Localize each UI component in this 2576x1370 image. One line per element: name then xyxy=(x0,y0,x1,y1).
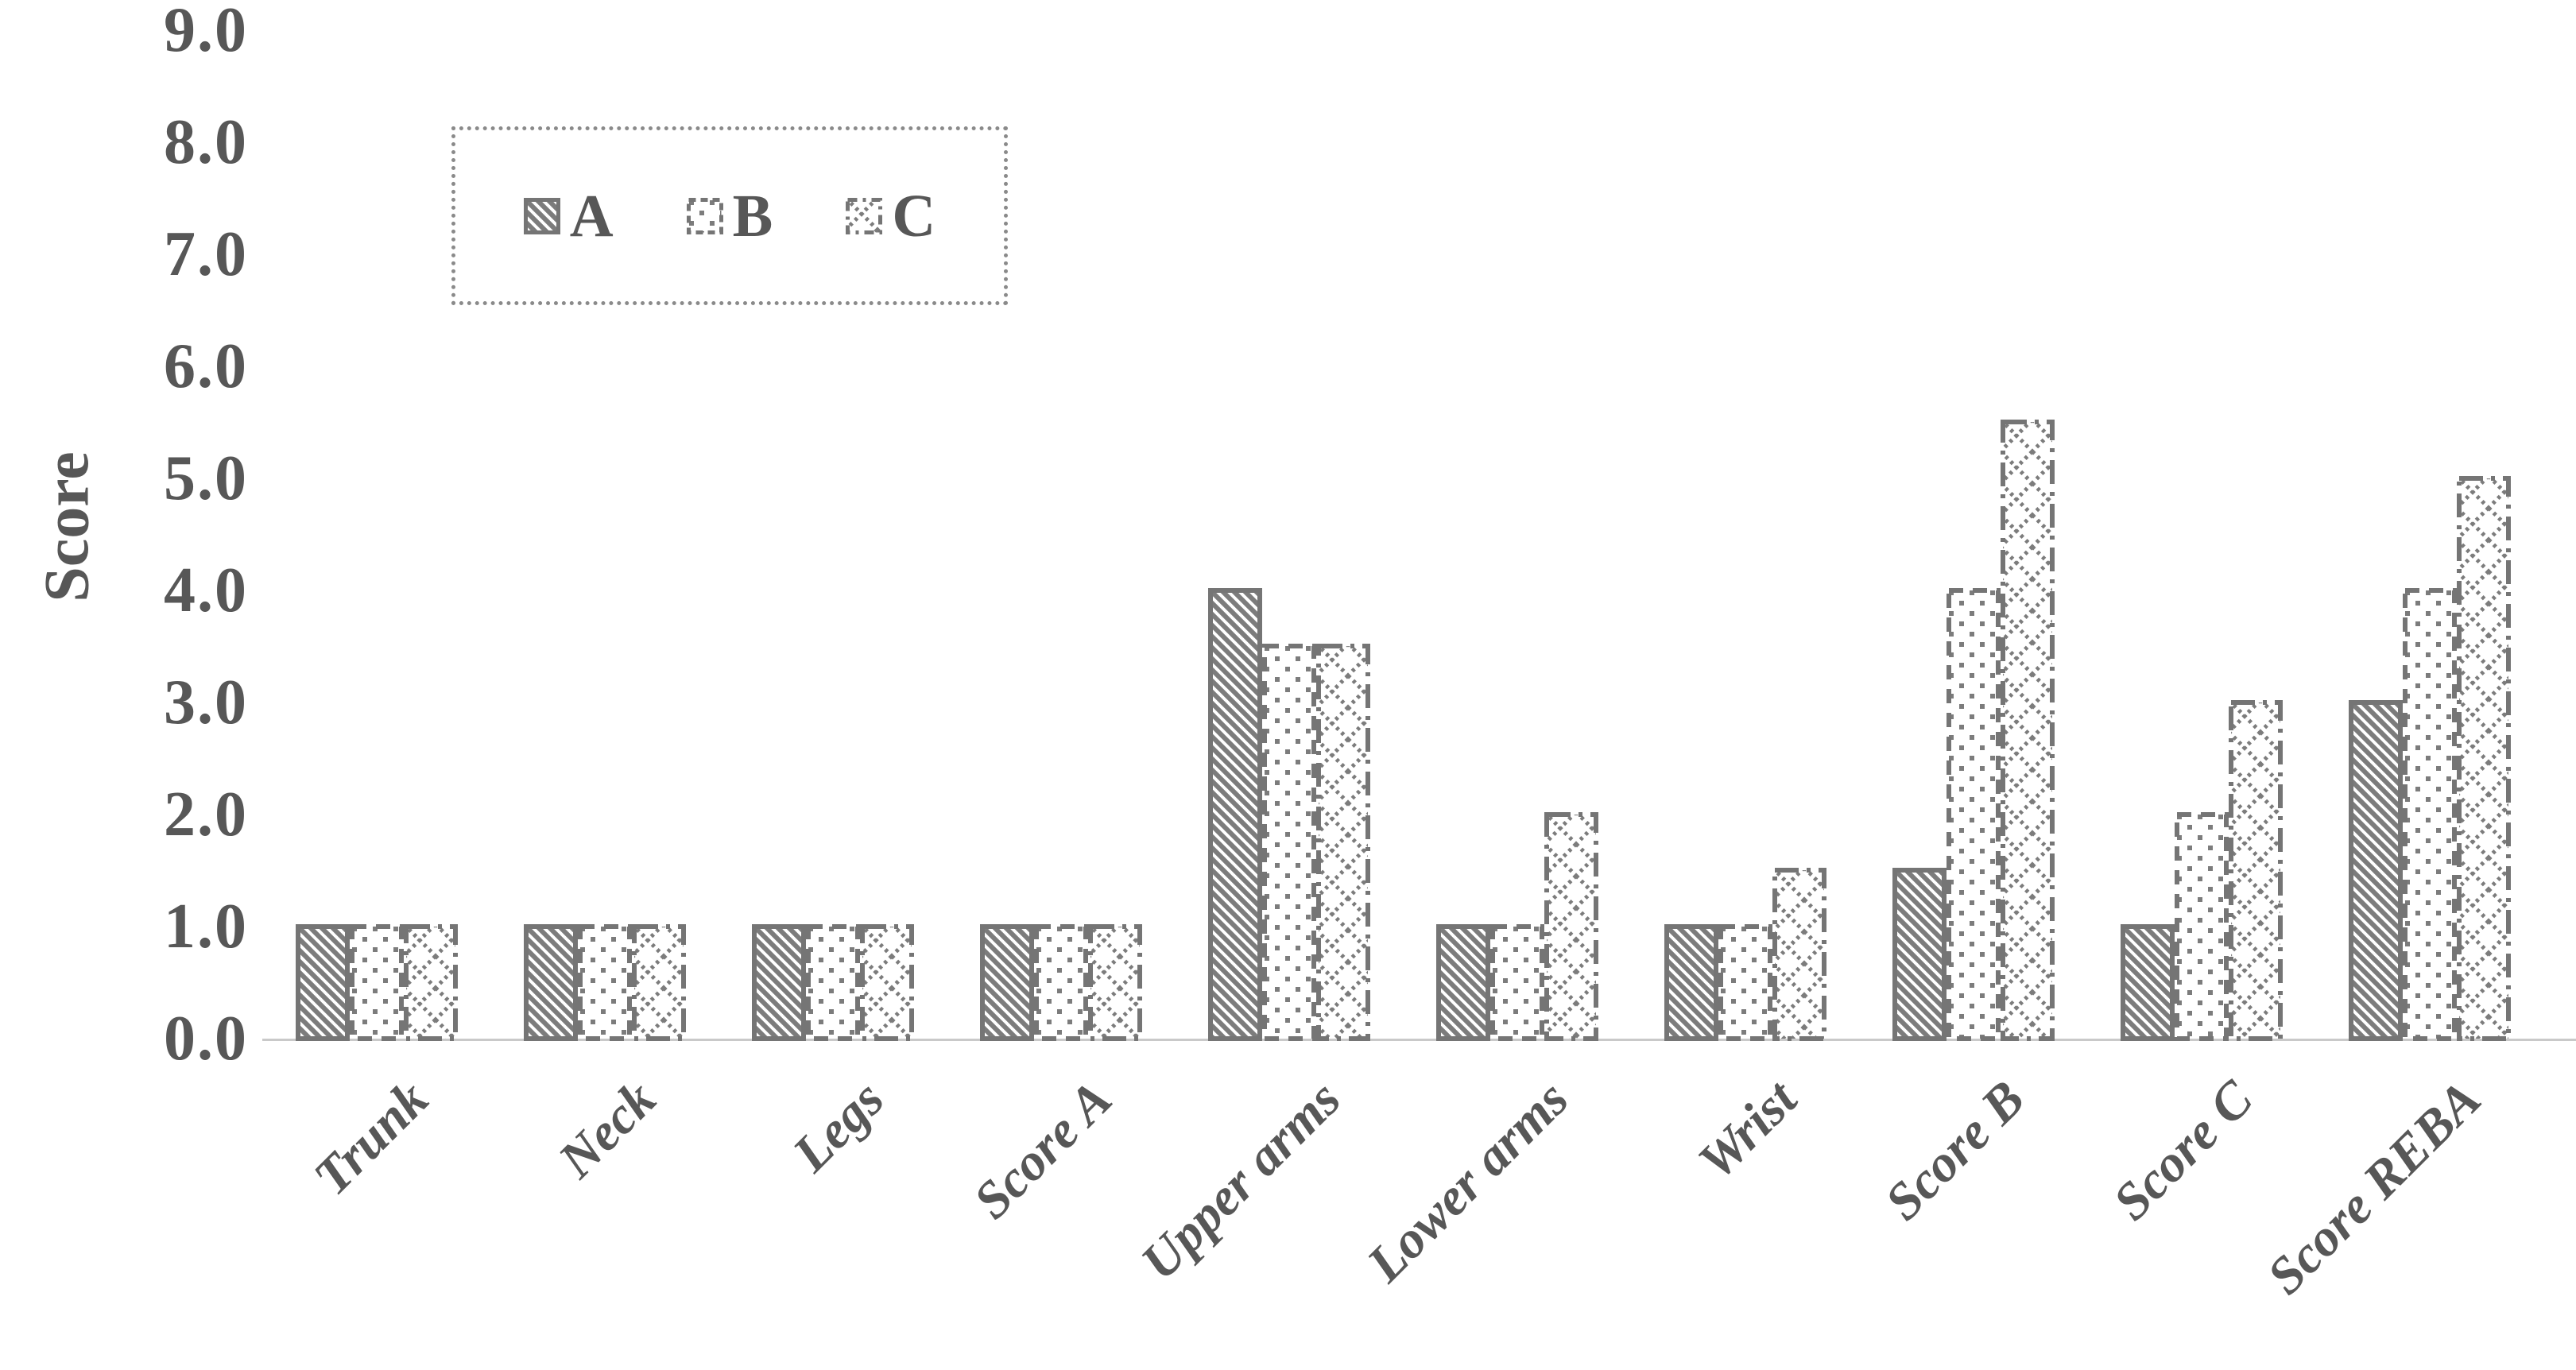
bar-C-score-b xyxy=(2000,420,2055,1041)
bar-C-lower-arms xyxy=(1544,812,1598,1041)
bar-A-wrist xyxy=(1664,924,1718,1041)
bar-A-lower-arms xyxy=(1435,924,1490,1041)
bar-A-upper-arms xyxy=(1207,588,1262,1041)
bar-C-wrist xyxy=(1772,868,1826,1041)
bar-B-lower-arms xyxy=(1489,924,1544,1041)
bar-C-score-reba xyxy=(2456,476,2511,1041)
x-category-label: Score C xyxy=(2101,1070,2264,1232)
bar-C-neck xyxy=(631,924,686,1041)
legend-label: C xyxy=(892,182,936,250)
y-tick-label: 4.0 xyxy=(164,555,248,625)
y-tick-label: 6.0 xyxy=(164,331,248,401)
bar-C-legs xyxy=(859,924,914,1041)
bar-A-neck xyxy=(523,924,578,1041)
legend-swatch-diagonal-stripes-icon xyxy=(523,197,560,234)
y-tick-label: 5.0 xyxy=(164,443,248,513)
y-tick-label: 1.0 xyxy=(164,892,248,962)
x-category-label: Upper arms xyxy=(1129,1070,1352,1291)
legend-swatch-diamond-crosshatch-icon xyxy=(846,197,883,234)
bar-C-upper-arms xyxy=(1315,644,1370,1041)
x-axis-line xyxy=(262,1039,2576,1041)
bar-A-score-reba xyxy=(2348,700,2403,1041)
bar-A-score-a xyxy=(979,924,1034,1041)
y-tick-label: 9.0 xyxy=(164,0,248,65)
bar-A-score-b xyxy=(1892,868,1947,1041)
x-category-label: Legs xyxy=(781,1070,896,1183)
y-tick-label: 2.0 xyxy=(164,780,248,849)
legend-entry-C: C xyxy=(846,186,935,246)
legend-swatch-fine-dots-icon xyxy=(686,197,723,234)
bar-B-score-c xyxy=(2174,812,2229,1041)
x-category-label: Score A xyxy=(963,1070,1124,1230)
y-tick-label: 0.0 xyxy=(164,1004,248,1074)
bar-B-upper-arms xyxy=(1261,644,1316,1041)
x-category-label: Neck xyxy=(548,1070,668,1190)
bar-C-trunk xyxy=(403,924,458,1041)
bar-A-trunk xyxy=(295,924,350,1041)
y-tick-label: 3.0 xyxy=(164,668,248,737)
bar-C-score-c xyxy=(2228,700,2283,1041)
legend-label: A xyxy=(569,182,614,250)
bar-B-wrist xyxy=(1718,924,1772,1041)
legend-entry-B: B xyxy=(686,182,773,250)
x-category-label: Wrist xyxy=(1687,1070,1808,1191)
legend: A B C xyxy=(451,126,1008,305)
bar-B-score-reba xyxy=(2402,588,2457,1041)
x-category-label: Score REBA xyxy=(2256,1070,2493,1306)
bar-B-trunk xyxy=(349,924,404,1041)
bar-C-score-a xyxy=(1087,924,1142,1041)
y-tick-label: 8.0 xyxy=(164,107,248,177)
y-tick-label: 7.0 xyxy=(164,219,248,289)
bar-A-score-c xyxy=(2120,924,2175,1041)
legend-label: B xyxy=(732,182,773,250)
x-category-label: Lower arms xyxy=(1356,1070,1580,1294)
bar-B-neck xyxy=(577,924,632,1041)
x-category-label: Trunk xyxy=(302,1070,440,1206)
legend-entry-A: A xyxy=(523,182,614,250)
bar-B-legs xyxy=(805,924,860,1041)
y-axis-tick-labels: 9.0 8.0 7.0 6.0 5.0 4.0 3.0 2.0 1.0 0.0 xyxy=(0,0,248,1370)
bar-A-legs xyxy=(751,924,806,1041)
bar-B-score-a xyxy=(1033,924,1088,1041)
x-category-label: Score B xyxy=(1873,1070,2036,1232)
bar-B-score-b xyxy=(1946,588,2001,1041)
